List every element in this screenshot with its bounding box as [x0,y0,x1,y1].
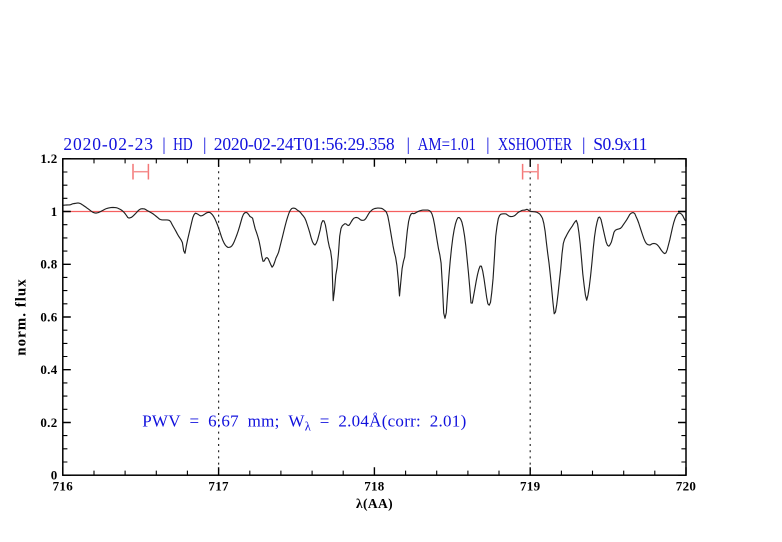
svg-text:0.4: 0.4 [40,362,57,377]
svg-text:XSHOOTER: XSHOOTER [498,134,572,154]
svg-text:0.2: 0.2 [40,415,57,430]
svg-text:718: 718 [364,478,385,493]
svg-text:S0.9x11: S0.9x11 [593,134,647,154]
svg-text:λ(AA): λ(AA) [356,496,393,511]
svg-text:|: | [486,134,490,154]
svg-text:0: 0 [51,468,58,483]
svg-text:norm. flux: norm. flux [14,278,30,356]
svg-text:0.6: 0.6 [40,309,57,324]
svg-text:2020-02-23: 2020-02-23 [63,134,153,154]
svg-text:AM=1.01: AM=1.01 [418,134,476,154]
svg-text:719: 719 [520,478,541,493]
svg-text:HD: HD [173,134,193,154]
svg-text:717: 717 [208,478,229,493]
svg-text:1: 1 [51,204,58,219]
svg-text:1.2: 1.2 [40,151,57,166]
svg-text:716: 716 [53,478,74,493]
svg-text:720: 720 [676,478,696,493]
svg-text:|: | [162,134,166,154]
svg-text:0.8: 0.8 [40,257,57,272]
svg-text:|: | [582,134,586,154]
svg-text:|: | [203,134,207,154]
svg-text:2020-02-24T01:56:29.358: 2020-02-24T01:56:29.358 [214,134,395,154]
svg-text:PWV = 6.67 mm; Wλ = 2.04Å(corr: PWV = 6.67 mm; Wλ = 2.04Å(corr: 2.01) [142,412,466,434]
svg-text:|: | [406,134,410,154]
